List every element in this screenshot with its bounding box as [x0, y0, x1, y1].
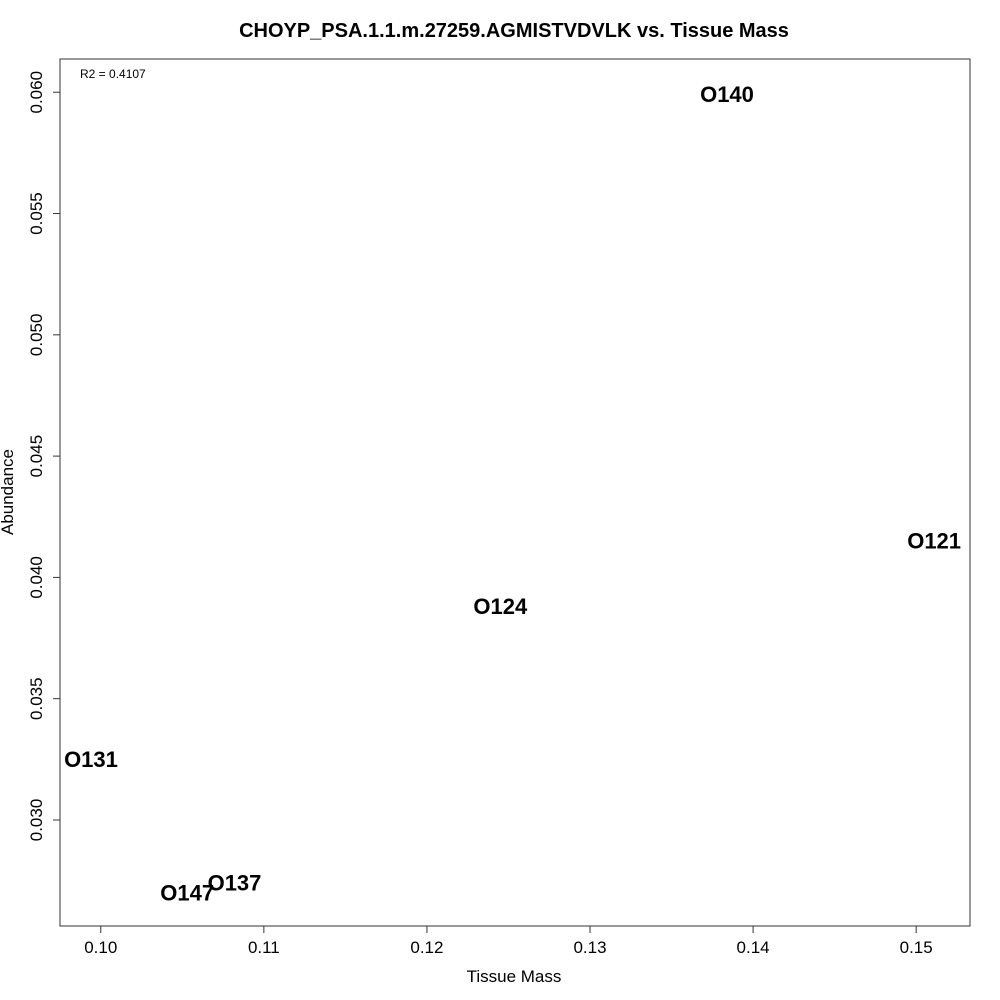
- y-tick-label: 0.035: [27, 677, 46, 720]
- x-tick-label: 0.11: [248, 938, 280, 957]
- point-label-o137: O137: [208, 871, 262, 896]
- y-tick-label: 0.060: [27, 71, 46, 114]
- y-axis: 0.030 0.035 0.040 0.045 0.050 0.055 0.060: [27, 71, 61, 842]
- chart-title: CHOYP_PSA.1.1.m.27259.AGMISTVDVLK vs. Ti…: [239, 20, 789, 42]
- y-tick-label: 0.045: [27, 435, 46, 478]
- x-axis: 0.10 0.11 0.12 0.13 0.14 0.15: [84, 925, 933, 957]
- point-label-o147: O147: [160, 880, 214, 905]
- y-tick-label: 0.030: [27, 799, 46, 842]
- point-label-o140: O140: [700, 82, 754, 107]
- y-tick-label: 0.055: [27, 192, 46, 235]
- x-axis-label: Tissue Mass: [467, 967, 562, 986]
- x-tick-label: 0.14: [737, 938, 770, 957]
- x-tick-label: 0.15: [900, 938, 933, 957]
- r2-annotation: R2 = 0.4107: [80, 67, 146, 81]
- y-axis-label: Abundance: [0, 449, 17, 535]
- point-label-o131: O131: [64, 747, 118, 772]
- y-tick-label: 0.050: [27, 314, 46, 357]
- y-tick-label: 0.040: [27, 556, 46, 599]
- x-tick-label: 0.13: [573, 938, 606, 957]
- x-tick-label: 0.12: [410, 938, 443, 957]
- x-tick-label: 0.10: [84, 938, 117, 957]
- plot-frame: [59, 58, 971, 927]
- point-label-o121: O121: [907, 529, 961, 554]
- point-label-o124: O124: [473, 594, 528, 619]
